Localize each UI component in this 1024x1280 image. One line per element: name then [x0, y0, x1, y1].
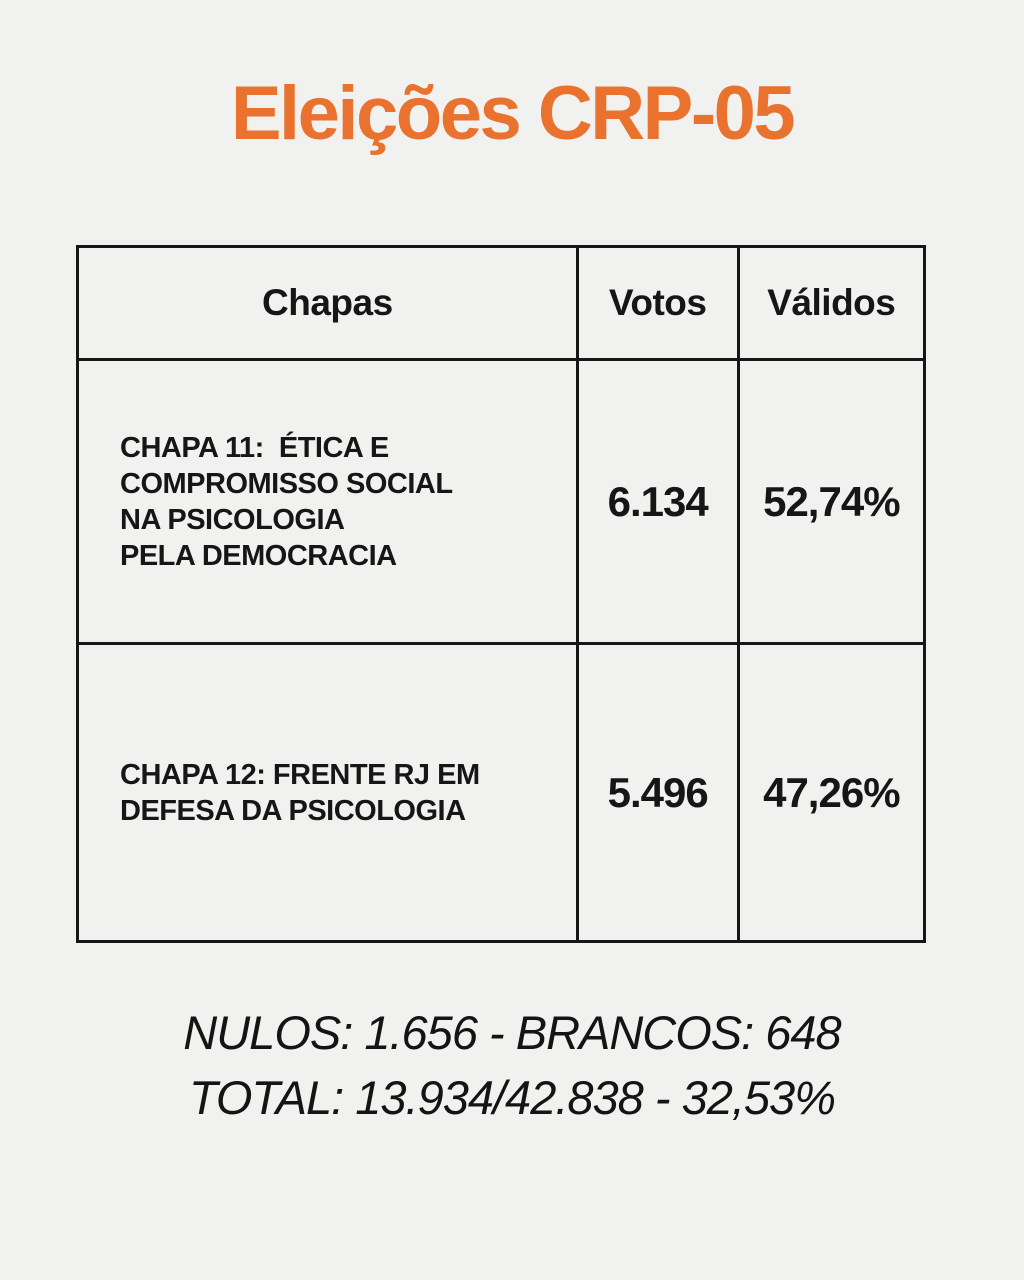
- summary-line-nulos-brancos: NULOS: 1.656 - BRANCOS: 648: [183, 1006, 841, 1059]
- summary-line-total: TOTAL: 13.934/42.838 - 32,53%: [189, 1071, 836, 1124]
- chapa-12-name: CHAPA 12: FRENTE RJ EM DEFESA DA PSICOLO…: [76, 642, 579, 943]
- table-row-chapa-11: CHAPA 11: ÉTICA E COMPROMISSO SOCIAL NA …: [76, 358, 927, 645]
- chapa-11-validos: 52,74%: [736, 358, 927, 645]
- results-table: Chapas Votos Válidos CHAPA 11: ÉTICA E C…: [76, 245, 927, 943]
- table-header-row: Chapas Votos Válidos: [76, 245, 927, 361]
- chapa-11-votos: 6.134: [575, 358, 740, 645]
- column-header-votos: Votos: [575, 245, 740, 361]
- column-header-validos: Válidos: [736, 245, 927, 361]
- chapa-12-validos: 47,26%: [736, 642, 927, 943]
- chapa-12-votos: 5.496: [575, 642, 740, 943]
- summary-block: NULOS: 1.656 - BRANCOS: 648 TOTAL: 13.93…: [0, 1000, 1024, 1130]
- table-row-chapa-12: CHAPA 12: FRENTE RJ EM DEFESA DA PSICOLO…: [76, 642, 927, 943]
- chapa-11-name: CHAPA 11: ÉTICA E COMPROMISSO SOCIAL NA …: [76, 358, 579, 645]
- page-title: Eleições CRP-05: [230, 71, 796, 156]
- column-header-chapas: Chapas: [76, 245, 579, 361]
